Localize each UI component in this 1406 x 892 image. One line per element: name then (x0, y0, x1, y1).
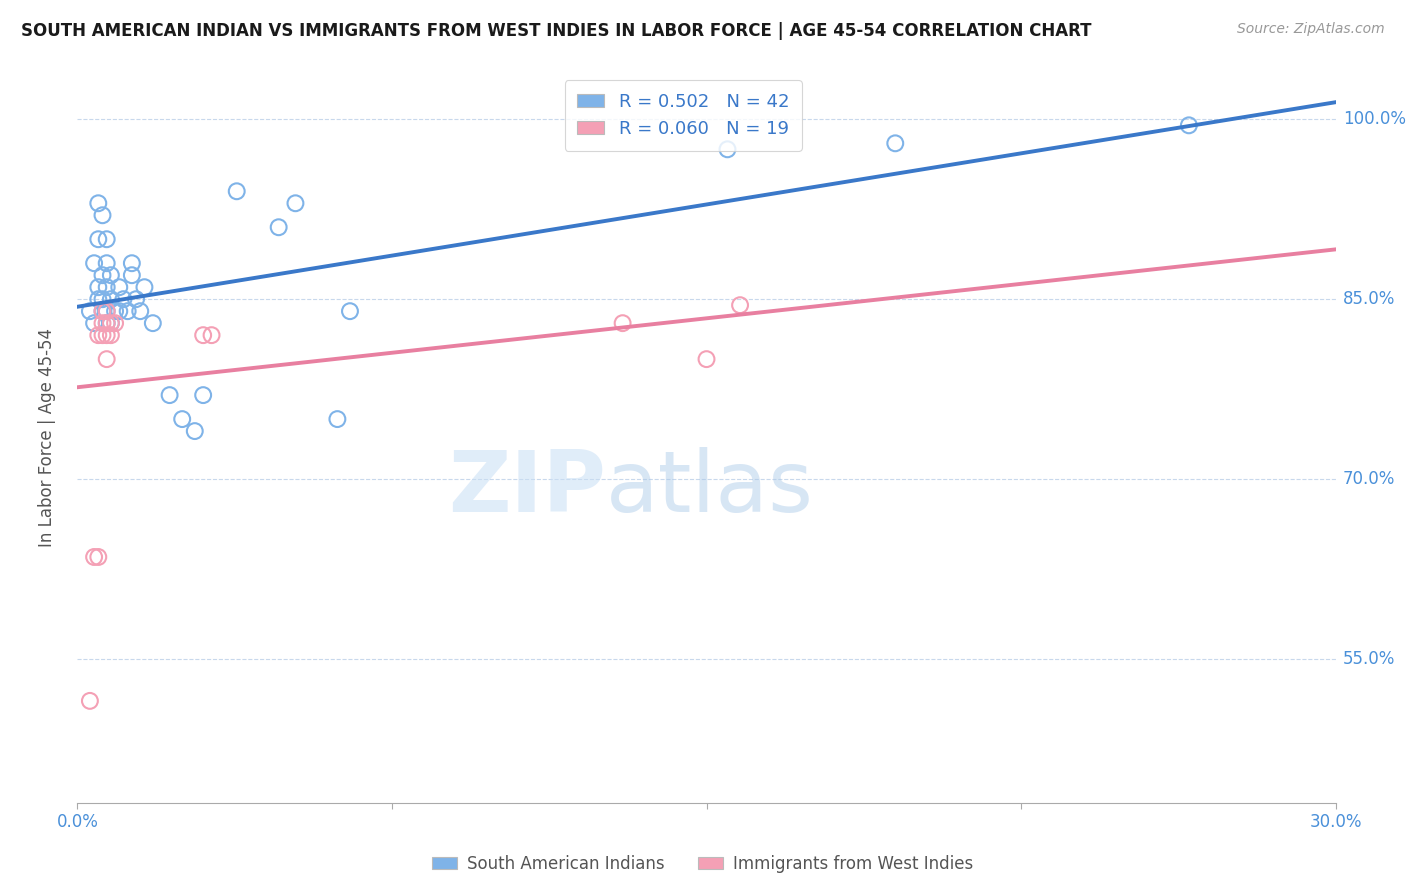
Text: SOUTH AMERICAN INDIAN VS IMMIGRANTS FROM WEST INDIES IN LABOR FORCE | AGE 45-54 : SOUTH AMERICAN INDIAN VS IMMIGRANTS FROM… (21, 22, 1091, 40)
Point (184, 424, 207, 438)
Point (100, 328, 122, 343)
Point (339, 304, 361, 318)
Point (172, 412, 194, 426)
Point (108, 280, 131, 294)
Point (100, 316, 122, 330)
Point (91, 316, 114, 330)
Point (125, 292, 148, 306)
Point (87, 196, 110, 211)
Point (96, 316, 118, 330)
Point (96, 232, 118, 246)
Point (96, 316, 118, 330)
Point (91, 268, 114, 283)
Point (87, 232, 110, 246)
Point (284, 196, 307, 211)
Point (112, 292, 135, 306)
Point (96, 304, 118, 318)
Point (129, 304, 152, 318)
Point (191, 328, 215, 343)
Point (96, 304, 118, 318)
Text: 100.0%: 100.0% (1343, 111, 1406, 128)
Point (87, 292, 110, 306)
Text: Source: ZipAtlas.com: Source: ZipAtlas.com (1237, 22, 1385, 37)
Text: 55.0%: 55.0% (1343, 650, 1395, 668)
Point (108, 304, 131, 318)
Point (121, 256, 143, 270)
Text: 70.0%: 70.0% (1343, 470, 1395, 488)
Point (200, 328, 222, 343)
Point (326, 412, 349, 426)
Point (728, 298, 751, 312)
Point (1178, 118, 1201, 132)
Point (96, 328, 118, 343)
Point (267, 220, 290, 235)
Point (91, 304, 114, 318)
Point (134, 280, 156, 294)
Point (87, 549, 110, 564)
Point (191, 388, 215, 402)
Point (142, 316, 165, 330)
Point (79, 304, 101, 318)
Point (91, 328, 114, 343)
Text: 85.0%: 85.0% (1343, 290, 1395, 308)
Point (117, 304, 139, 318)
Text: atlas: atlas (606, 447, 814, 530)
Point (100, 316, 122, 330)
Point (884, 136, 907, 151)
Point (121, 268, 143, 283)
Point (83, 256, 105, 270)
Y-axis label: In Labor Force | Age 45-54: In Labor Force | Age 45-54 (38, 327, 56, 547)
Legend: South American Indians, Immigrants from West Indies: South American Indians, Immigrants from … (426, 848, 980, 880)
Text: ZIP: ZIP (449, 447, 606, 530)
Point (91, 208, 114, 222)
Point (159, 388, 181, 402)
Point (716, 142, 738, 156)
Point (96, 352, 118, 367)
Point (104, 304, 127, 318)
Legend: R = 0.502   N = 42, R = 0.060   N = 19: R = 0.502 N = 42, R = 0.060 N = 19 (565, 80, 801, 151)
Point (225, 184, 247, 198)
Point (96, 280, 118, 294)
Point (83, 549, 105, 564)
Point (87, 280, 110, 294)
Point (96, 256, 118, 270)
Point (696, 352, 718, 367)
Point (87, 328, 110, 343)
Point (100, 292, 122, 306)
Point (91, 304, 114, 318)
Point (612, 316, 634, 330)
Point (91, 292, 114, 306)
Point (83, 316, 105, 330)
Point (104, 316, 127, 330)
Point (79, 694, 101, 708)
Point (100, 268, 122, 283)
